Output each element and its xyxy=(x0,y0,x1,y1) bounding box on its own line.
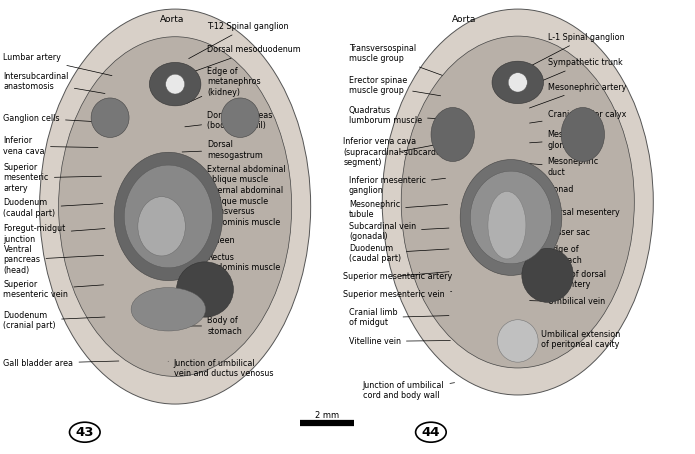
Text: Dorsal mesentery: Dorsal mesentery xyxy=(530,208,619,217)
Text: Foregut-midgut
junction: Foregut-midgut junction xyxy=(3,224,105,243)
Text: Rectus
abdominis muscle: Rectus abdominis muscle xyxy=(182,253,280,272)
Text: Superior mesenteric vein: Superior mesenteric vein xyxy=(343,290,452,299)
Text: Quadratus
lumborum muscle: Quadratus lumborum muscle xyxy=(349,106,441,125)
Ellipse shape xyxy=(508,73,528,92)
Ellipse shape xyxy=(221,98,259,138)
Ellipse shape xyxy=(114,152,222,281)
Ellipse shape xyxy=(522,248,573,302)
Text: L-1 Spinal ganglion: L-1 Spinal ganglion xyxy=(531,33,624,66)
Text: Erector spinae
muscle group: Erector spinae muscle group xyxy=(349,76,441,96)
Text: Aorta: Aorta xyxy=(452,15,477,24)
Text: Inferior
vena cava: Inferior vena cava xyxy=(3,137,98,156)
Ellipse shape xyxy=(401,36,635,368)
Ellipse shape xyxy=(498,320,538,362)
Ellipse shape xyxy=(149,62,201,106)
Text: Gonad: Gonad xyxy=(530,185,574,194)
Text: Edge of dorsal
mesentery: Edge of dorsal mesentery xyxy=(530,270,605,289)
Text: 43: 43 xyxy=(76,426,94,439)
Text: Dorsal mesoduodenum: Dorsal mesoduodenum xyxy=(183,45,301,75)
Text: Inferior mesenteric
ganglion: Inferior mesenteric ganglion xyxy=(349,176,445,195)
Text: Intersubcardinal
anastomosis: Intersubcardinal anastomosis xyxy=(3,72,105,94)
Text: Ventral
pancreas
(head): Ventral pancreas (head) xyxy=(3,245,104,275)
Text: Transversospinal
muscle group: Transversospinal muscle group xyxy=(349,44,442,75)
Text: Vitelline vein: Vitelline vein xyxy=(349,337,450,346)
Ellipse shape xyxy=(492,61,543,104)
Text: Sympathetic trunk: Sympathetic trunk xyxy=(530,58,623,86)
Text: Ganglion cells: Ganglion cells xyxy=(3,114,93,123)
Text: Junction of umbilical
cord and body wall: Junction of umbilical cord and body wall xyxy=(363,381,455,400)
Ellipse shape xyxy=(488,192,526,259)
Text: Body of
stomach: Body of stomach xyxy=(180,316,242,336)
Text: Edge of
metanephros
(kidney): Edge of metanephros (kidney) xyxy=(187,67,261,103)
Text: 2 mm: 2 mm xyxy=(316,411,339,420)
Ellipse shape xyxy=(138,197,186,256)
Text: Spleen: Spleen xyxy=(182,236,235,245)
Text: Subcardinal vein
(gonadal): Subcardinal vein (gonadal) xyxy=(349,222,449,241)
Text: Superior
mesenteric vein: Superior mesenteric vein xyxy=(3,280,104,299)
Ellipse shape xyxy=(58,37,292,376)
Text: Cranial limb
of midgut: Cranial limb of midgut xyxy=(349,308,449,327)
Ellipse shape xyxy=(165,74,185,94)
Text: Superior mesenteric artery: Superior mesenteric artery xyxy=(343,271,452,281)
Text: Lumbar artery: Lumbar artery xyxy=(3,53,112,76)
Text: Liver: Liver xyxy=(182,290,227,299)
Text: Lesser sac: Lesser sac xyxy=(530,228,589,237)
Text: Dorsal
mesogastrum: Dorsal mesogastrum xyxy=(182,140,263,159)
Text: Umbilical extension
of peritoneal cavity: Umbilical extension of peritoneal cavity xyxy=(530,330,620,349)
Ellipse shape xyxy=(177,262,234,317)
Ellipse shape xyxy=(382,9,653,395)
Ellipse shape xyxy=(40,9,311,404)
Text: Mesonephric
glomerulus: Mesonephric glomerulus xyxy=(530,130,599,149)
Text: Transversus
abdominis muscle: Transversus abdominis muscle xyxy=(182,207,280,227)
Ellipse shape xyxy=(91,98,129,138)
Ellipse shape xyxy=(460,159,562,275)
Text: 44: 44 xyxy=(422,426,440,439)
Text: Internal abdominal
oblique muscle: Internal abdominal oblique muscle xyxy=(182,187,284,206)
Text: Inferior vena cava
(supracardinal-subcardinal
segment): Inferior vena cava (supracardinal-subcar… xyxy=(343,137,451,167)
Text: Umbilical vein: Umbilical vein xyxy=(530,297,605,306)
Text: Mesonephric
duct: Mesonephric duct xyxy=(530,158,599,177)
Text: Gall bladder area: Gall bladder area xyxy=(3,359,119,368)
Ellipse shape xyxy=(561,108,605,162)
Ellipse shape xyxy=(131,287,206,331)
Text: Junction of umbilical
vein and ductus venosus: Junction of umbilical vein and ductus ve… xyxy=(168,359,273,378)
Text: Duodenum
(cranial part): Duodenum (cranial part) xyxy=(3,311,105,330)
Text: Mesonephric
tubule: Mesonephric tubule xyxy=(349,200,448,219)
Text: Aorta: Aorta xyxy=(159,15,184,24)
Text: Edge of
stomach: Edge of stomach xyxy=(530,246,582,265)
Text: T-12 Spinal ganglion: T-12 Spinal ganglion xyxy=(189,22,288,59)
Text: Mesonephric artery: Mesonephric artery xyxy=(530,83,626,108)
Text: External abdominal
oblique muscle: External abdominal oblique muscle xyxy=(182,165,286,184)
Text: Duodenum
(caudal part): Duodenum (caudal part) xyxy=(3,198,103,217)
Text: Dorsal pancreas
(body and tail): Dorsal pancreas (body and tail) xyxy=(185,111,272,130)
Ellipse shape xyxy=(431,108,475,162)
Text: Duodenum
(caudal part): Duodenum (caudal part) xyxy=(349,244,449,263)
Text: Superior
mesenteric
artery: Superior mesenteric artery xyxy=(3,163,101,193)
Ellipse shape xyxy=(124,165,213,268)
Text: Cranial major calyx: Cranial major calyx xyxy=(530,110,626,123)
Ellipse shape xyxy=(471,171,552,264)
